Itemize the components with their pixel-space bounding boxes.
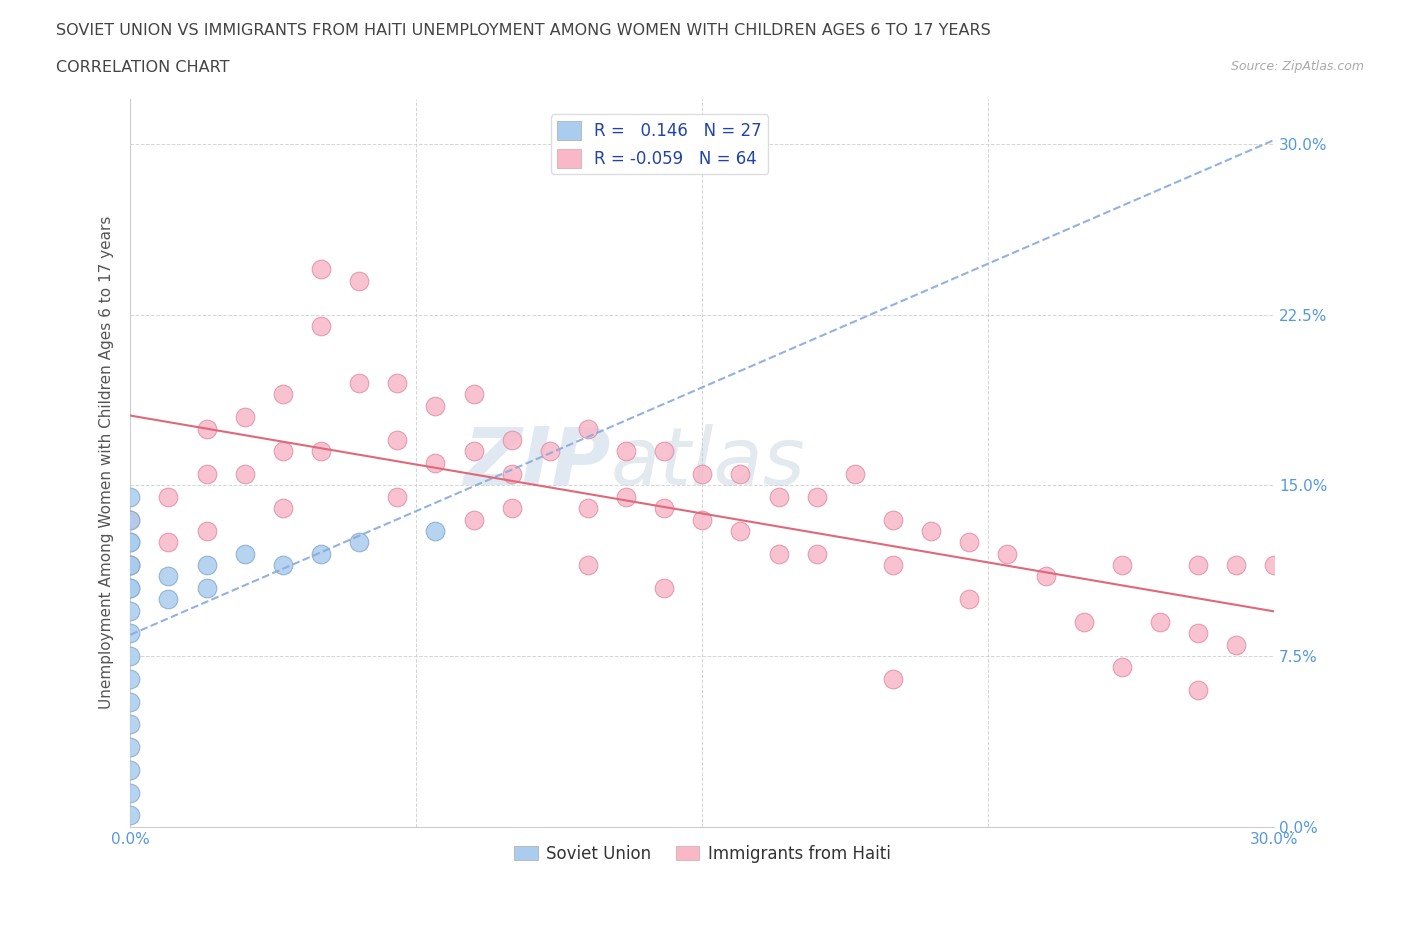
Point	[997, 546, 1019, 561]
Point	[463, 444, 485, 458]
Point	[920, 524, 942, 538]
Point	[120, 604, 142, 618]
Point	[1111, 660, 1133, 675]
Point	[730, 524, 752, 538]
Point	[347, 535, 370, 550]
Point	[120, 694, 142, 709]
Point	[844, 467, 866, 482]
Point	[538, 444, 561, 458]
Point	[120, 808, 142, 823]
Point	[120, 558, 142, 573]
Point	[1149, 615, 1171, 630]
Point	[195, 524, 218, 538]
Point	[576, 421, 599, 436]
Point	[1035, 569, 1057, 584]
Point	[120, 648, 142, 663]
Point	[157, 489, 180, 504]
Point	[120, 489, 142, 504]
Point	[120, 739, 142, 754]
Point	[271, 500, 294, 515]
Point	[425, 524, 447, 538]
Legend: Soviet Union, Immigrants from Haiti: Soviet Union, Immigrants from Haiti	[508, 838, 897, 870]
Point	[157, 591, 180, 606]
Point	[233, 410, 256, 425]
Point	[768, 489, 790, 504]
Point	[120, 580, 142, 595]
Point	[387, 432, 409, 447]
Point	[271, 558, 294, 573]
Point	[387, 489, 409, 504]
Point	[120, 580, 142, 595]
Point	[195, 558, 218, 573]
Point	[730, 467, 752, 482]
Point	[120, 558, 142, 573]
Point	[882, 558, 904, 573]
Y-axis label: Unemployment Among Women with Children Ages 6 to 17 years: Unemployment Among Women with Children A…	[100, 216, 114, 710]
Point	[806, 546, 828, 561]
Point	[882, 512, 904, 527]
Point	[501, 432, 523, 447]
Point	[347, 376, 370, 391]
Point	[195, 580, 218, 595]
Point	[120, 535, 142, 550]
Point	[692, 467, 714, 482]
Point	[120, 671, 142, 686]
Point	[614, 489, 637, 504]
Point	[120, 512, 142, 527]
Point	[120, 558, 142, 573]
Point	[120, 717, 142, 732]
Point	[271, 444, 294, 458]
Point	[1263, 558, 1285, 573]
Text: ZIP: ZIP	[464, 424, 610, 501]
Point	[1187, 558, 1209, 573]
Point	[463, 387, 485, 402]
Point	[233, 546, 256, 561]
Point	[614, 444, 637, 458]
Point	[501, 467, 523, 482]
Point	[768, 546, 790, 561]
Text: atlas: atlas	[610, 424, 806, 501]
Point	[425, 456, 447, 471]
Point	[120, 763, 142, 777]
Point	[652, 500, 675, 515]
Point	[120, 626, 142, 641]
Point	[1187, 683, 1209, 698]
Point	[1187, 626, 1209, 641]
Point	[425, 398, 447, 413]
Point	[157, 569, 180, 584]
Point	[120, 535, 142, 550]
Point	[1111, 558, 1133, 573]
Point	[882, 671, 904, 686]
Point	[692, 512, 714, 527]
Point	[1073, 615, 1095, 630]
Point	[120, 785, 142, 800]
Point	[501, 500, 523, 515]
Point	[157, 535, 180, 550]
Point	[309, 546, 332, 561]
Point	[387, 376, 409, 391]
Point	[806, 489, 828, 504]
Text: SOVIET UNION VS IMMIGRANTS FROM HAITI UNEMPLOYMENT AMONG WOMEN WITH CHILDREN AGE: SOVIET UNION VS IMMIGRANTS FROM HAITI UN…	[56, 23, 991, 38]
Point	[652, 444, 675, 458]
Point	[233, 467, 256, 482]
Point	[1225, 558, 1247, 573]
Text: Source: ZipAtlas.com: Source: ZipAtlas.com	[1230, 60, 1364, 73]
Point	[957, 535, 980, 550]
Point	[120, 512, 142, 527]
Point	[195, 421, 218, 436]
Point	[576, 558, 599, 573]
Point	[652, 580, 675, 595]
Text: CORRELATION CHART: CORRELATION CHART	[56, 60, 229, 75]
Point	[1225, 637, 1247, 652]
Point	[347, 273, 370, 288]
Point	[957, 591, 980, 606]
Point	[195, 467, 218, 482]
Point	[309, 262, 332, 277]
Point	[309, 444, 332, 458]
Point	[271, 387, 294, 402]
Point	[463, 512, 485, 527]
Point	[576, 500, 599, 515]
Point	[309, 319, 332, 334]
